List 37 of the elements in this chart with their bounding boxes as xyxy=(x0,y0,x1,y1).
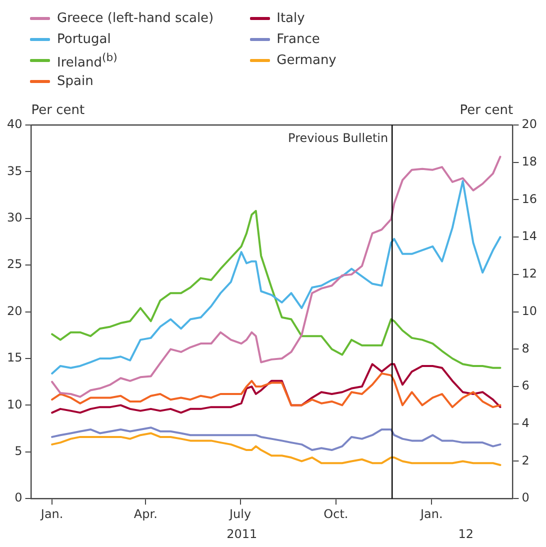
y-tick-label: 5 xyxy=(14,444,22,458)
y2-tick-label: 6 xyxy=(522,378,530,393)
x-tick-label: Oct. xyxy=(324,506,348,521)
y2-tick-label: 18 xyxy=(522,154,538,168)
ref-line-label: Previous Bulletin xyxy=(288,131,388,146)
x-tick-label: Apr. xyxy=(134,506,158,521)
y-tick-label: 30 xyxy=(6,210,22,225)
y2-tick-label: 10 xyxy=(522,304,538,318)
y2-tick-label: 8 xyxy=(522,341,530,356)
text: 12 xyxy=(458,527,474,542)
y2-tick-label: 0 xyxy=(522,490,530,505)
y-tick-label: 10 xyxy=(6,397,22,412)
legend-label: Spain xyxy=(57,74,94,89)
x-tick-label: Jan. xyxy=(40,506,64,521)
x-tick-label: Jan. xyxy=(419,506,443,521)
y2-axis-title: Per cent xyxy=(460,103,514,118)
y-axis-title: Per cent xyxy=(31,103,85,118)
y-tick-label: 15 xyxy=(6,350,22,365)
y-tick-label: 35 xyxy=(6,164,22,178)
y-tick-label: 25 xyxy=(6,257,22,272)
y2-tick-label: 4 xyxy=(522,416,530,430)
legend-label: Ireland$^{(b)}$ xyxy=(57,50,118,70)
y-tick-label: 0 xyxy=(14,490,22,505)
y2-tick-label: 16 xyxy=(522,192,538,206)
y2-tick-label: 2 xyxy=(522,453,530,468)
text: 2011 xyxy=(226,527,258,542)
x-tick-label: July xyxy=(228,506,252,521)
y-tick-label: 20 xyxy=(6,304,22,318)
y2-tick-label: 14 xyxy=(522,229,538,244)
y2-tick-label: 12 xyxy=(522,266,538,281)
legend-label: Portugal xyxy=(57,32,111,47)
legend-label: Italy xyxy=(276,11,305,26)
legend-label: Greece (left-hand scale) xyxy=(57,11,214,26)
legend-label: France xyxy=(276,32,320,47)
y-tick-label: 40 xyxy=(6,117,22,132)
y2-tick-label: 20 xyxy=(522,117,538,132)
legend-label: Germany xyxy=(276,53,336,68)
